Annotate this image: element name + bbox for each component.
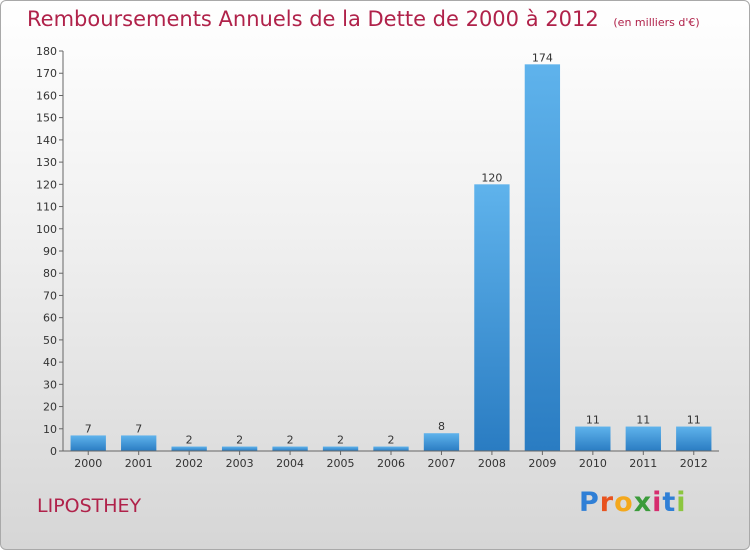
- x-tick-label: 2003: [226, 457, 254, 470]
- value-label-2001: 7: [135, 422, 142, 435]
- value-label-2010: 11: [586, 414, 600, 427]
- bars: 7 7 2 2 2 2 2 8 120 174 11 11 11: [70, 51, 712, 452]
- y-tick-label: 0: [50, 445, 57, 458]
- bar-2011: [625, 426, 661, 451]
- bar-2012: [676, 426, 712, 451]
- x-tick-label: 2001: [125, 457, 153, 470]
- y-tick-label: 70: [43, 289, 57, 302]
- x-tick-label: 2012: [680, 457, 708, 470]
- x-tick-label: 2009: [528, 457, 556, 470]
- y-axis-ticks: 0 10 20 30 40 50 60 70 80 90 100 110 120 130 140 150 160…: [36, 45, 63, 458]
- y-tick-label: 140: [36, 134, 57, 147]
- x-tick-label: 2008: [478, 457, 506, 470]
- value-label-2012: 11: [687, 414, 701, 427]
- y-tick-label: 180: [36, 45, 57, 58]
- value-label-2008: 120: [481, 171, 502, 184]
- y-tick-label: 90: [43, 245, 57, 258]
- bar-2005: [322, 446, 359, 451]
- value-label-2004: 2: [287, 434, 294, 447]
- value-label-2007: 8: [438, 420, 445, 433]
- x-axis-ticks: 2000 2001 2002 2003 2004 2005 2006 2007 2008 2009…: [74, 451, 708, 470]
- brand-letter: x: [633, 487, 653, 518]
- brand-letter: i: [676, 487, 687, 518]
- chart-subtitle: (en milliers d'€): [613, 16, 700, 29]
- chart-title: Remboursements Annuels de la Dette de 20…: [27, 7, 700, 31]
- bar-2003: [221, 446, 258, 451]
- x-tick-label: 2007: [427, 457, 455, 470]
- brand-logo: Proxiti: [579, 487, 687, 518]
- y-tick-label: 80: [43, 267, 57, 280]
- x-tick-label: 2000: [74, 457, 102, 470]
- y-tick-label: 30: [43, 378, 57, 391]
- brand-letter: P: [579, 487, 600, 518]
- value-label-2006: 2: [388, 434, 395, 447]
- value-label-2003: 2: [236, 434, 243, 447]
- y-tick-label: 20: [43, 401, 57, 414]
- x-tick-label: 2006: [377, 457, 405, 470]
- brand-letter: i: [652, 487, 663, 518]
- x-tick-label: 2005: [327, 457, 355, 470]
- bar-2002: [171, 446, 207, 451]
- y-tick-label: 160: [36, 89, 57, 102]
- bar-2010: [575, 426, 611, 451]
- bar-2007: [423, 433, 460, 451]
- bar-2008: [474, 184, 510, 452]
- x-tick-label: 2002: [175, 457, 203, 470]
- y-tick-label: 100: [36, 223, 57, 236]
- y-tick-label: 110: [36, 201, 57, 214]
- brand-letter: o: [614, 487, 634, 518]
- y-tick-label: 10: [43, 423, 57, 436]
- y-tick-label: 40: [43, 356, 57, 369]
- brand-letter: r: [599, 487, 615, 518]
- value-label-2011: 11: [636, 414, 650, 427]
- bar-2009: [524, 64, 561, 452]
- brand-letter: t: [662, 487, 677, 518]
- value-label-2002: 2: [186, 434, 193, 447]
- y-tick-label: 170: [36, 67, 57, 80]
- value-label-2000: 7: [85, 422, 92, 435]
- bar-2000: [70, 435, 106, 451]
- x-tick-label: 2004: [276, 457, 304, 470]
- y-tick-label: 150: [36, 112, 57, 125]
- place-name: LIPOSTHEY: [37, 495, 142, 517]
- value-label-2005: 2: [337, 434, 344, 447]
- y-tick-label: 50: [43, 334, 57, 347]
- value-label-2009: 174: [532, 51, 553, 64]
- bar-2006: [373, 446, 409, 451]
- x-tick-label: 2010: [579, 457, 607, 470]
- bar-2001: [121, 435, 157, 451]
- x-tick-label: 2011: [629, 457, 657, 470]
- y-tick-label: 130: [36, 156, 57, 169]
- y-tick-label: 60: [43, 312, 57, 325]
- chart-title-text: Remboursements Annuels de la Dette de 20…: [27, 7, 599, 31]
- bar-2004: [272, 446, 308, 451]
- y-tick-label: 120: [36, 178, 57, 191]
